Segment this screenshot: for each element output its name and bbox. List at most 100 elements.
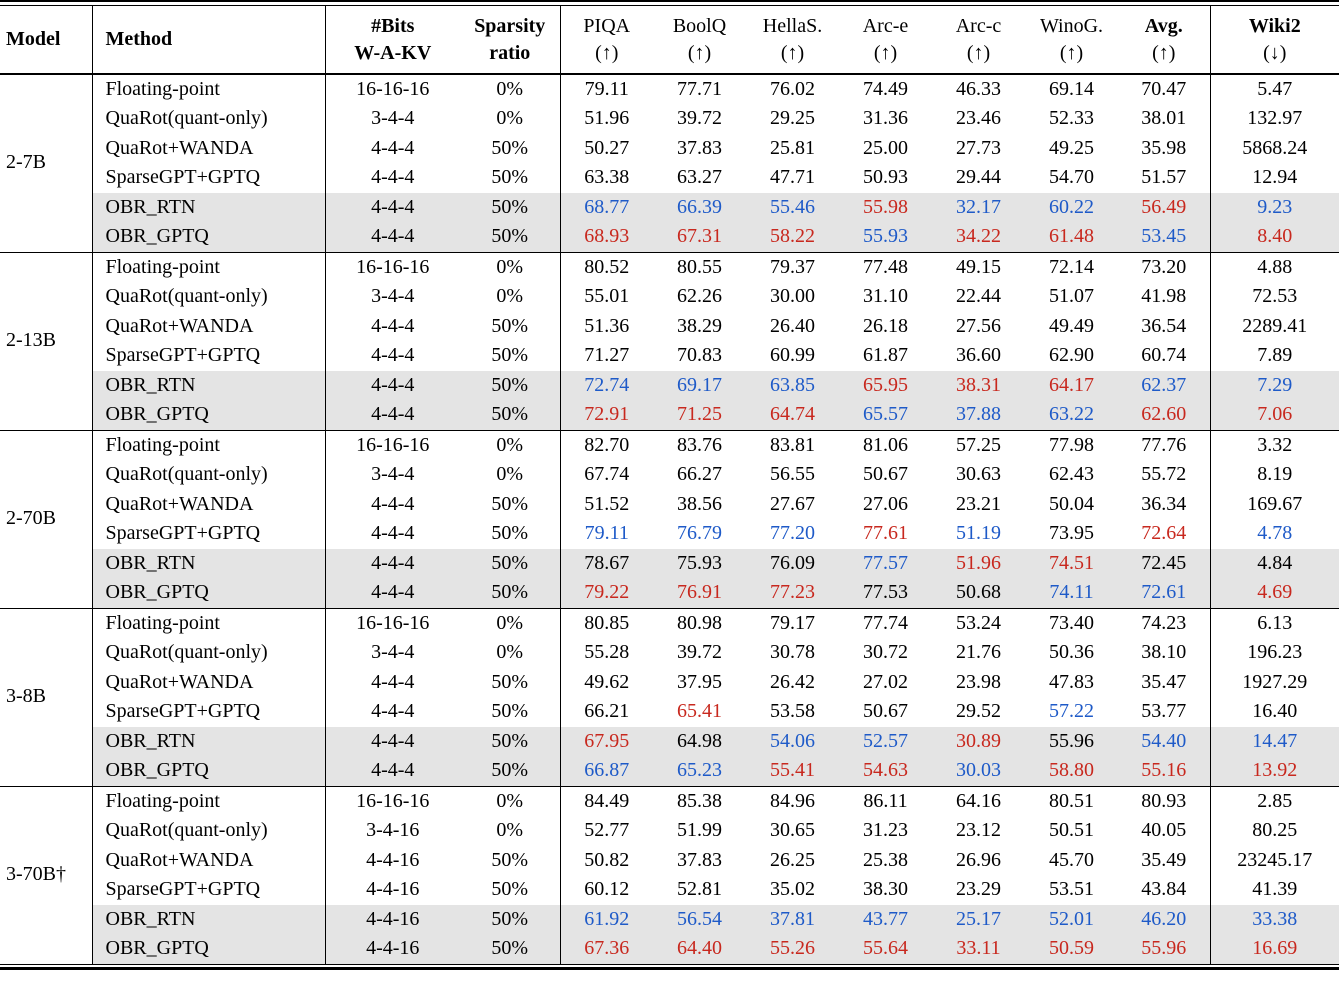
method-cell: OBR_GPTQ: [92, 756, 325, 786]
header-winog: WinoG. (↑): [1025, 5, 1118, 74]
score-cell: 71.25: [653, 400, 746, 430]
score-cell: 30.00: [770, 285, 815, 307]
method-cell: SparseGPT+GPTQ: [105, 344, 261, 366]
header-piqa: PIQA (↑): [559, 5, 653, 74]
score-cell: 64.16: [932, 785, 1025, 816]
bits-cell: 4-4-4: [324, 163, 460, 193]
model-group: 2-13B Floating-point 16-16-16 0% 80.52 80.55 7…: [0, 251, 1339, 430]
up-arrow-icon: (↑): [966, 41, 991, 64]
header-boolq: BoolQ (↑): [653, 5, 746, 74]
score-cell: 77.71: [677, 77, 722, 100]
sparsity-cell: 0%: [496, 77, 524, 100]
results-table: Model Method #Bits W-A-KV Sparsity ratio…: [0, 4, 1339, 965]
method-cell: QuaRot(quant-only): [105, 107, 268, 129]
score-cell: 27.56: [956, 314, 1001, 337]
method-cell: OBR_RTN: [92, 548, 325, 578]
score-cell: 82.70: [559, 429, 653, 460]
table-row: QuaRot(quant-only) 3-4-4 0% 55.28 39.72 30.78…: [0, 638, 1339, 668]
score-cell: 72.45: [1118, 548, 1210, 578]
score-cell: 63.27: [677, 166, 722, 188]
score-cell: 79.37: [746, 251, 839, 282]
wiki2-value-cell: 8.40: [1209, 222, 1339, 252]
bits-cell: 4-4-4: [324, 756, 460, 786]
wiki2-value-cell: 33.38: [1209, 904, 1339, 934]
bits-cell: 4-4-16: [324, 934, 460, 964]
score-cell: 52.01: [1025, 904, 1118, 934]
bits-cell: 4-4-16: [324, 904, 460, 934]
sparsity-cell: 50%: [491, 522, 529, 544]
score-cell: 40.05: [1141, 819, 1187, 841]
score-cell: 35.47: [1141, 670, 1187, 693]
wiki2-value-cell: 4.69: [1209, 578, 1339, 608]
sparsity-cell: 50%: [460, 904, 560, 934]
sparsity-cell: 0%: [460, 607, 560, 638]
score-cell: 77.23: [746, 578, 839, 608]
wiki2-value-cell: 2289.41: [1209, 311, 1339, 341]
method-cell: QuaRot+WANDA: [105, 314, 254, 337]
sparsity-cell: 50%: [460, 370, 560, 400]
score-cell: 80.85: [559, 607, 653, 638]
up-arrow-icon: (↑): [1059, 41, 1084, 64]
bits-cell: 4-4-4: [324, 192, 460, 222]
score-cell: 38.01: [1141, 107, 1187, 129]
bits-cell: 4-4-4: [324, 400, 460, 430]
wiki2-value-cell: 132.97: [1209, 104, 1339, 134]
score-cell: 55.96: [1025, 726, 1118, 756]
score-cell: 63.85: [746, 370, 839, 400]
header-winog-label: WinoG.: [1039, 14, 1104, 37]
bits-cell: 3-4-4: [324, 282, 460, 312]
score-cell: 47.83: [1049, 670, 1094, 693]
table-row: OBR_RTN 4-4-16 50% 61.92 56.54 37.81 43.77 25.1…: [0, 904, 1339, 934]
score-cell: 72.64: [1141, 522, 1187, 544]
score-cell: 50.27: [559, 133, 653, 163]
method-cell: OBR_GPTQ: [92, 934, 325, 964]
score-cell: 68.93: [559, 222, 653, 252]
score-cell: 55.28: [559, 638, 653, 668]
model-label: 3-8B: [0, 607, 93, 786]
score-cell: 36.54: [1141, 314, 1187, 337]
score-cell: 76.91: [653, 578, 746, 608]
score-cell: 33.11: [932, 934, 1025, 964]
score-cell: 67.36: [559, 934, 653, 964]
score-cell: 50.67: [863, 700, 908, 722]
sparsity-cell: 50%: [460, 726, 560, 756]
sparsity-cell: 50%: [491, 166, 529, 188]
up-arrow-icon: (↑): [595, 41, 619, 64]
header-arce-label: Arc-e: [862, 14, 909, 37]
score-cell: 50.04: [1049, 492, 1094, 515]
score-cell: 35.02: [770, 878, 815, 900]
score-cell: 31.10: [863, 285, 908, 307]
sparsity-cell: 50%: [460, 192, 560, 222]
sparsity-cell: 50%: [491, 670, 529, 693]
score-cell: 73.95: [1049, 522, 1094, 544]
method-cell: OBR_RTN: [92, 726, 325, 756]
score-cell: 62.37: [1118, 370, 1210, 400]
score-cell: 35.49: [1141, 848, 1187, 871]
score-cell: 31.36: [863, 107, 908, 129]
header-wiki2-label: Wiki2: [1248, 14, 1301, 37]
method-cell: OBR_RTN: [92, 370, 325, 400]
score-cell: 26.42: [770, 670, 815, 693]
bits-cell: 4-4-4: [324, 697, 460, 727]
bits-cell: 4-4-4: [324, 548, 460, 578]
score-cell: 84.96: [746, 785, 839, 816]
score-cell: 51.19: [956, 522, 1001, 544]
score-cell: 27.02: [863, 670, 908, 693]
wiki2-value-cell: 7.89: [1209, 341, 1339, 371]
score-cell: 23.98: [956, 670, 1001, 693]
score-cell: 29.44: [956, 166, 1001, 188]
header-wiki2: Wiki2 (↓): [1209, 5, 1339, 74]
score-cell: 81.06: [839, 429, 932, 460]
score-cell: 34.22: [932, 222, 1025, 252]
wiki2-value-cell: 196.23: [1209, 638, 1339, 668]
score-cell: 74.11: [1025, 578, 1118, 608]
wiki2-value-cell: 12.94: [1209, 163, 1339, 193]
score-cell: 52.33: [1049, 107, 1094, 129]
bits-cell: 16-16-16: [324, 251, 460, 282]
score-cell: 69.17: [653, 370, 746, 400]
up-arrow-icon: (↑): [780, 41, 805, 64]
score-cell: 22.44: [956, 285, 1001, 307]
score-cell: 63.38: [559, 163, 653, 193]
method-cell: QuaRot(quant-only): [105, 463, 268, 485]
score-cell: 46.20: [1118, 904, 1210, 934]
